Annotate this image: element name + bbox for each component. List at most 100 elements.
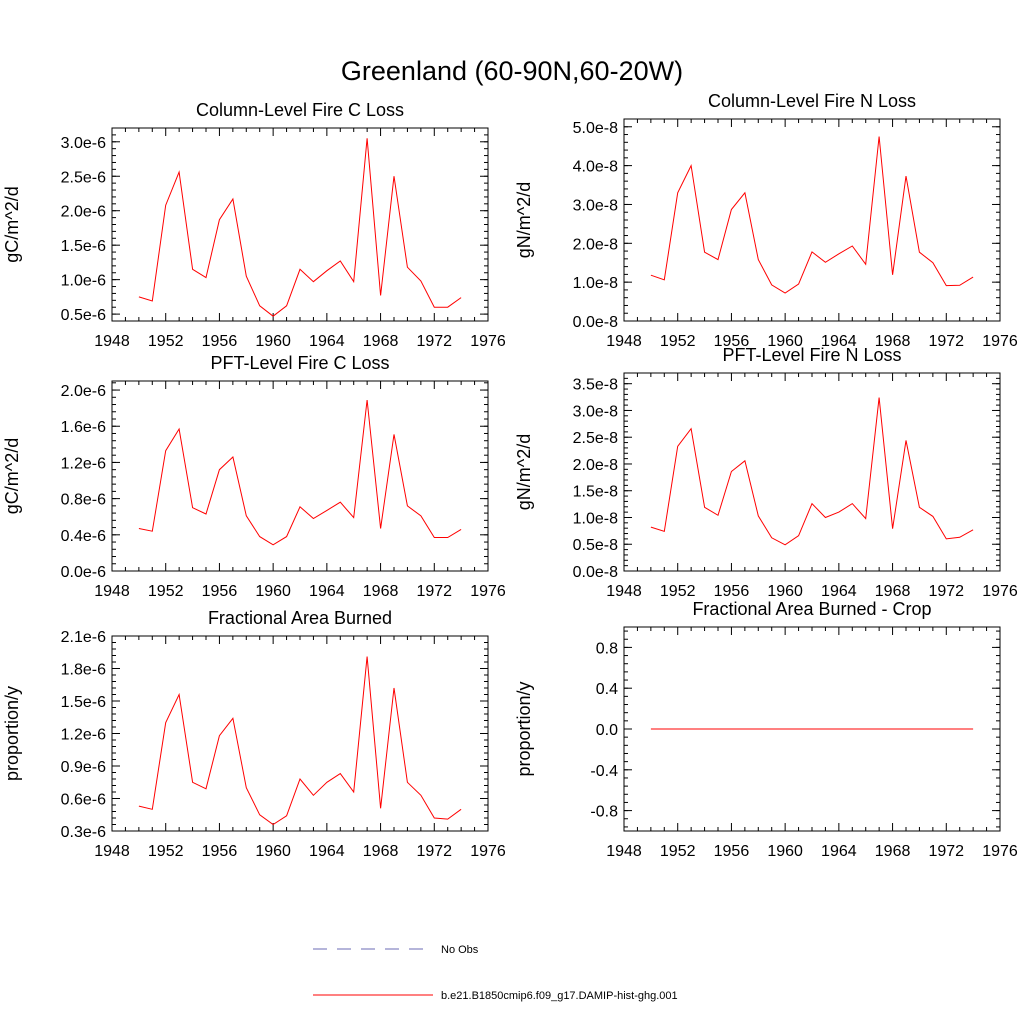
y-tick-label: 2.0e-8: [573, 457, 618, 474]
x-tick-label: 1960: [255, 843, 291, 860]
x-tick-label: 1952: [660, 583, 696, 600]
x-tick-label: 1960: [255, 333, 291, 350]
y-axis-title: proportion/y: [514, 681, 534, 776]
y-tick-label: 3.0e-8: [573, 403, 618, 420]
x-tick-label: 1972: [416, 583, 452, 600]
y-tick-label: 0.4: [596, 681, 618, 698]
plot-frame: [111, 127, 489, 322]
y-tick-label: 1.5e-6: [61, 694, 106, 711]
x-tick-label: 1948: [94, 583, 130, 600]
x-tick-label: 1956: [714, 583, 750, 600]
x-tick-label: 1952: [148, 333, 184, 350]
y-tick-label: 0.0: [596, 722, 618, 739]
y-tick-label: 1.5e-6: [61, 238, 106, 255]
y-axis-title: proportion/y: [2, 686, 22, 781]
x-tick-label: 1960: [767, 583, 803, 600]
x-tick-label: 1976: [982, 843, 1018, 860]
y-tick-label: 3.5e-8: [573, 377, 618, 394]
x-tick-label: 1956: [202, 333, 238, 350]
panel-title: PFT-Level Fire N Loss: [722, 345, 901, 365]
y-tick-label: 0.3e-6: [61, 824, 106, 841]
x-tick-label: 1972: [416, 333, 452, 350]
figure-title: Greenland (60-90N,60-20W): [341, 56, 683, 86]
y-tick-label: 0.6e-6: [61, 792, 106, 809]
panel-title: Column-Level Fire N Loss: [708, 91, 916, 111]
x-tick-label: 1952: [660, 333, 696, 350]
y-tick-label: 0.8e-6: [61, 492, 106, 509]
plot-frame: [111, 380, 489, 572]
y-tick-label: 2.5e-6: [61, 169, 106, 186]
y-tick-label: 1.8e-6: [61, 662, 106, 679]
y-tick-label: 1.0e-8: [573, 510, 618, 527]
plot-frame: [623, 372, 1001, 572]
y-tick-label: 0.8: [596, 640, 618, 657]
series-line: [650, 136, 974, 294]
panel-title: Fractional Area Burned: [208, 608, 392, 628]
x-tick-label: 1952: [660, 843, 696, 860]
x-tick-label: 1972: [928, 843, 964, 860]
y-tick-label: 2.0e-8: [573, 236, 618, 253]
x-tick-label: 1972: [928, 333, 964, 350]
x-tick-label: 1952: [148, 843, 184, 860]
x-tick-label: 1968: [363, 583, 399, 600]
x-tick-label: 1948: [94, 333, 130, 350]
x-tick-label: 1968: [875, 843, 911, 860]
panel-title: Fractional Area Burned - Crop: [692, 599, 931, 619]
y-tick-label: 4.0e-8: [573, 159, 618, 176]
series-line: [138, 399, 462, 546]
x-tick-label: 1964: [821, 333, 857, 350]
y-tick-label: 0.0e-6: [61, 564, 106, 581]
chart-panel-6: Fractional Area Burned - Crop proportion/…: [514, 599, 1018, 860]
y-tick-label: 3.0e-6: [61, 135, 106, 152]
x-tick-label: 1956: [714, 843, 750, 860]
y-tick-label: 2.5e-8: [573, 430, 618, 447]
chart-panel-4: PFT-Level Fire N Loss gN/m^2/d 1948 1952 195…: [514, 345, 1018, 600]
y-tick-label: 1.6e-6: [61, 419, 106, 436]
panel-title: Column-Level Fire C Loss: [196, 100, 404, 120]
x-tick-label: 1956: [202, 583, 238, 600]
chart-panel-1: Column-Level Fire C Loss gC/m^2/d 1948 1952…: [2, 100, 506, 350]
legend-label-model: b.e21.B1850cmip6.f09_g17.DAMIP-hist-ghg.…: [441, 990, 678, 1002]
x-tick-label: 1964: [309, 333, 345, 350]
x-tick-label: 1960: [255, 583, 291, 600]
y-tick-label: 0.5e-6: [61, 307, 106, 324]
y-tick-label: 0.5e-8: [573, 537, 618, 554]
x-tick-label: 1952: [148, 583, 184, 600]
y-tick-label: 0.9e-6: [61, 759, 106, 776]
x-tick-label: 1976: [470, 583, 506, 600]
y-tick-label: 1.0e-8: [573, 275, 618, 292]
y-tick-label: -0.4: [590, 763, 618, 780]
x-tick-label: 1960: [767, 333, 803, 350]
x-tick-label: 1968: [363, 333, 399, 350]
x-tick-label: 1972: [416, 843, 452, 860]
x-tick-label: 1960: [767, 843, 803, 860]
legend-label-no-obs: No Obs: [441, 944, 479, 956]
y-tick-label: 2.1e-6: [61, 629, 106, 646]
x-tick-label: 1976: [982, 583, 1018, 600]
series-line: [650, 397, 974, 546]
y-tick-label: 1.2e-6: [61, 455, 106, 472]
y-tick-label: 0.0e-8: [573, 314, 618, 331]
x-tick-label: 1964: [309, 843, 345, 860]
x-tick-label: 1948: [606, 583, 642, 600]
legend: No Obs b.e21.B1850cmip6.f09_g17.DAMIP-hi…: [313, 944, 678, 1002]
y-tick-label: 0.4e-6: [61, 528, 106, 545]
y-axis-title: gN/m^2/d: [514, 434, 534, 510]
y-tick-label: 5.0e-8: [573, 120, 618, 137]
x-tick-label: 1964: [821, 583, 857, 600]
y-tick-label: 1.2e-6: [61, 727, 106, 744]
y-tick-label: 1.5e-8: [573, 484, 618, 501]
y-tick-label: 1.0e-6: [61, 273, 106, 290]
y-axis-title: gC/m^2/d: [2, 438, 22, 514]
panels-group: Column-Level Fire C Loss gC/m^2/d 1948 1952…: [2, 91, 1018, 860]
plot-frame: [111, 635, 489, 832]
y-tick-label: 2.0e-6: [61, 204, 106, 221]
x-tick-label: 1968: [363, 843, 399, 860]
x-tick-label: 1948: [606, 843, 642, 860]
x-tick-label: 1948: [606, 333, 642, 350]
x-tick-label: 1968: [875, 583, 911, 600]
chart-panel-3: PFT-Level Fire C Loss gC/m^2/d 1948 1952 195…: [2, 353, 506, 600]
y-axis-title: gN/m^2/d: [514, 182, 534, 258]
x-tick-label: 1956: [714, 333, 750, 350]
